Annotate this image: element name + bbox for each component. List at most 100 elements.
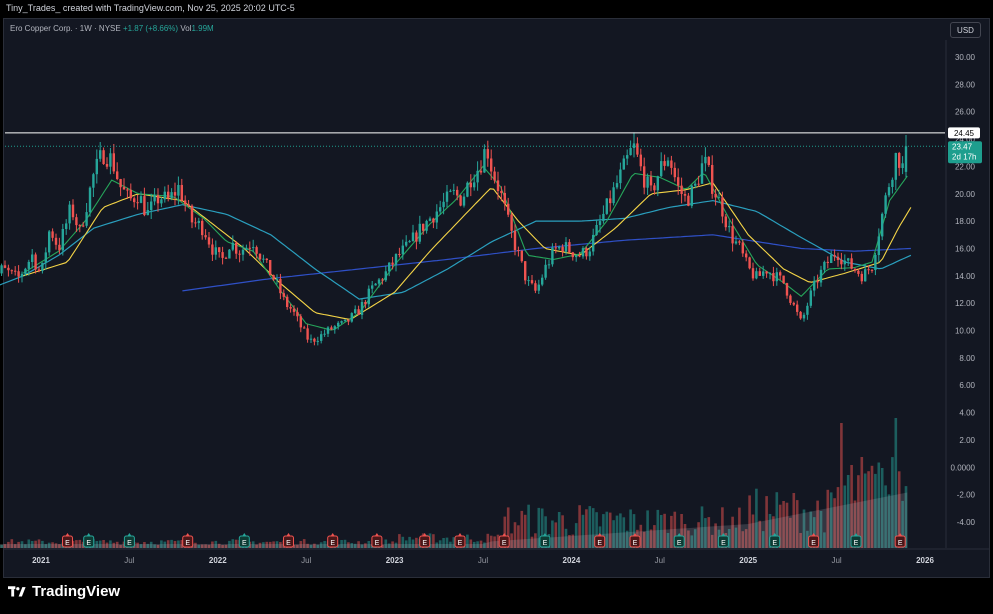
candle [343,319,347,322]
price-tick-label: 24.00 [955,135,976,144]
volume-bar [262,542,265,548]
candle [367,285,370,308]
candle [313,337,316,346]
candle [449,189,452,193]
volume-bar [850,465,853,548]
volume-bar [809,511,813,548]
price-tick-label: 16.00 [955,245,976,254]
volume-bar [20,541,24,548]
volume-bar [146,543,150,548]
candle [680,177,683,204]
volume-bar [323,541,326,548]
volume-bar [340,540,343,548]
candle [184,195,187,212]
volume-bar [768,514,772,548]
volume-bar [432,534,435,548]
volume-bar [551,520,554,548]
earnings-label: E [86,540,91,547]
candle [160,197,163,208]
volume-bar [228,540,231,548]
volume-bar [109,540,112,548]
candle [265,258,268,263]
candle [299,313,302,333]
volume-bar [17,541,20,548]
candle [877,228,880,263]
volume-bar [139,544,143,548]
candle [207,232,211,248]
chart-frame[interactable] [3,18,990,578]
candle [24,267,27,276]
candle [371,281,374,294]
earnings-label: E [286,540,291,547]
volume-bar [819,511,823,548]
volume-bar [602,514,605,548]
candle [112,144,115,174]
candle [340,320,343,325]
volume-bar [265,541,269,548]
brand-name: TradingView [32,583,121,600]
volume-bar [829,492,833,548]
volume-bar [166,540,170,548]
volume-bar [513,522,517,548]
candle [316,336,319,346]
volume-bar [833,498,836,548]
earnings-marker: E [594,533,606,548]
candle [255,245,258,259]
volume-bar [143,542,146,548]
candle [626,149,629,166]
candle [235,241,238,259]
candle [51,228,54,242]
volume-bar [836,487,840,548]
volume-bar [299,541,303,548]
time-tick-label: 2025 [739,556,757,565]
earnings-marker: E [182,533,194,548]
volume-bar [588,506,592,548]
candle [85,203,88,228]
currency-button[interactable]: USD [950,22,981,38]
tradingview-logo[interactable]: TradingView [8,583,120,600]
volume-bar [904,486,908,548]
volume-bar [690,535,694,548]
time-tick-label: 2022 [209,556,227,565]
volume-bar [3,544,7,548]
candle [850,253,853,270]
candle [333,325,336,334]
volume-bar [214,540,218,548]
candle [269,260,272,276]
candle [476,161,479,191]
volume-bar [680,514,683,548]
volume-bar [469,539,473,548]
candle [656,175,659,197]
volume-value: 1.99M [191,24,214,33]
candle [75,213,78,232]
volume-bar [826,489,830,548]
volume-bar [653,525,656,548]
volume-bar [302,539,306,548]
volume-bar [707,517,711,548]
volume-bar [476,541,479,548]
volume-bar [309,544,313,548]
time-tick-label: 2024 [563,556,581,565]
candle [245,244,248,251]
candle [82,221,85,228]
volume-bar [47,542,51,548]
candle [197,217,200,230]
candle [564,237,568,255]
candle [663,154,666,171]
candle [823,260,826,274]
candle [785,282,789,299]
candle [391,256,394,270]
candle [687,193,690,207]
volume-bar [639,524,643,548]
volume-bar [367,541,371,548]
candle [459,194,462,207]
volume-bar [268,541,272,548]
candle [320,330,323,344]
candle [592,228,595,256]
earnings-label: E [502,540,507,547]
price-tick-label: 8.00 [959,354,975,363]
candle [92,172,95,197]
volume-bar [51,542,54,548]
candle [527,276,530,286]
